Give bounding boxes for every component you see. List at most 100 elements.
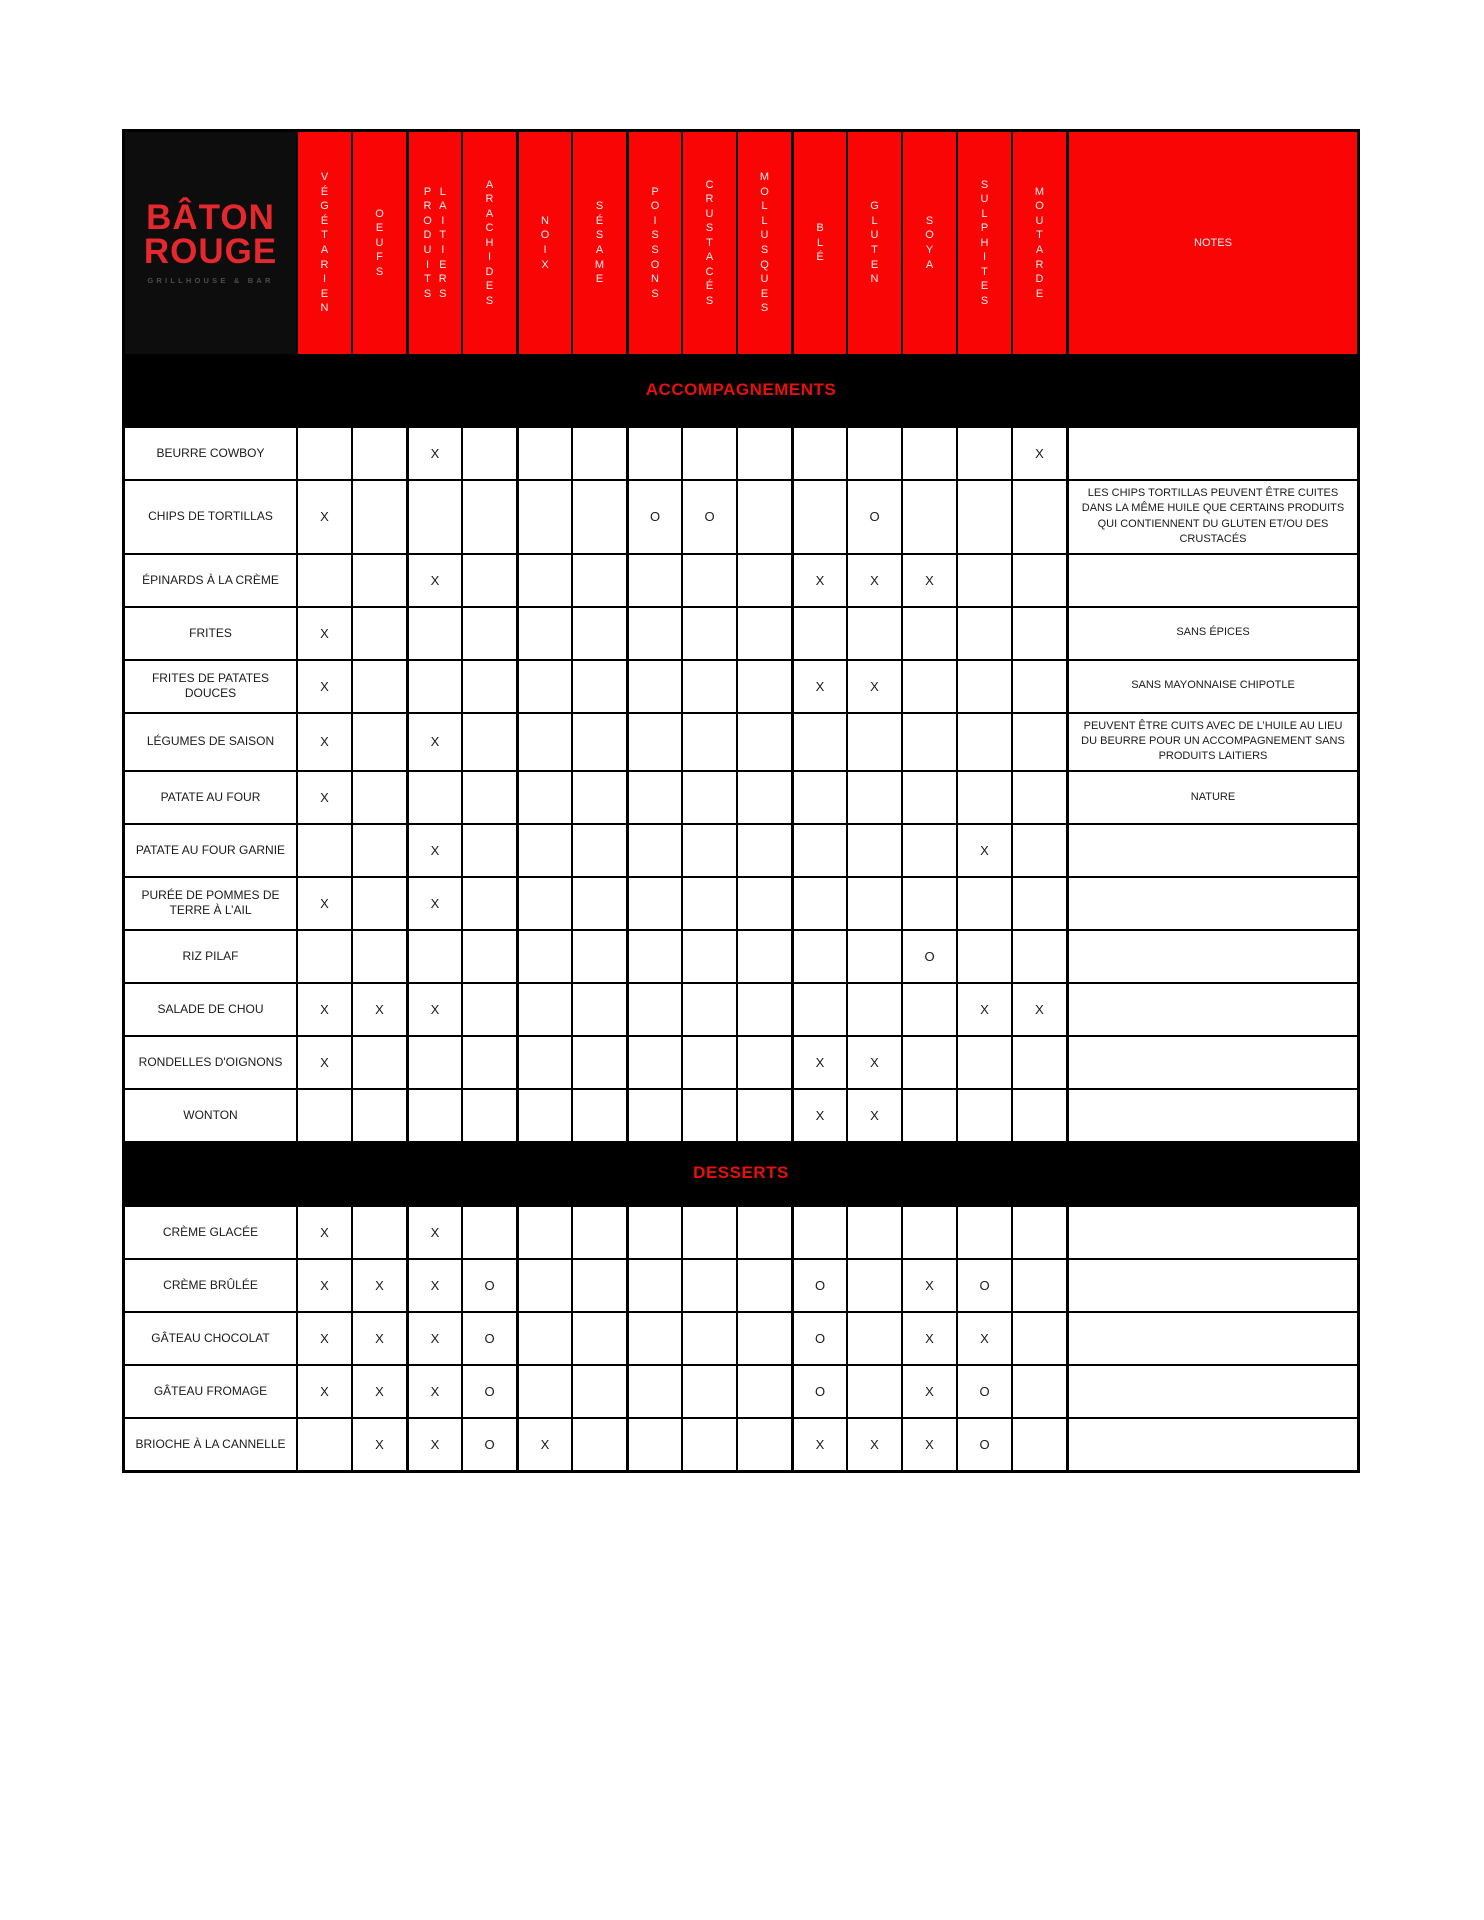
vertical-label: P O I S S O N S	[650, 185, 660, 300]
mark-cell-gluten: X	[846, 554, 901, 606]
mark-cell-crustac-s	[681, 1312, 736, 1364]
item-name-cell: PATATE AU FOUR GARNIE	[135, 842, 286, 857]
vertical-label: B L É	[816, 222, 824, 264]
note-cell: PEUVENT ÊTRE CUITS AVEC DE L’HUILE AU LI…	[1066, 713, 1357, 770]
mark-cell-soya	[901, 428, 956, 479]
note-cell	[1066, 824, 1357, 876]
mark-cell-s-same	[571, 1206, 626, 1258]
mark-cell-mollusques	[736, 824, 791, 876]
mark-cell-poissons	[626, 1206, 681, 1258]
vertical-label: N O I X	[540, 214, 550, 271]
mark-cell-sulphites: X	[956, 983, 1011, 1035]
column-header-mollusques: M O L L U S Q U E S	[736, 132, 791, 354]
mark-cell-produits-laitiers	[406, 1036, 461, 1088]
mark-cell-produits-laitiers	[406, 607, 461, 659]
vertical-label: M O U T A R D E	[1034, 185, 1045, 300]
mark-cell-mollusques	[736, 660, 791, 712]
mark-cell-oeufs: X	[351, 1365, 406, 1417]
mark-cell-noix	[516, 428, 571, 479]
mark-cell-mollusques	[736, 554, 791, 606]
mark-cell-gluten	[846, 713, 901, 770]
mark-cell-gluten	[846, 607, 901, 659]
column-header-gluten: G L U T E N	[846, 132, 901, 354]
mark-cell-poissons	[626, 1418, 681, 1470]
mark-cell-moutarde	[1011, 1089, 1066, 1141]
mark-cell-bl-	[791, 428, 846, 479]
note-cell	[1066, 428, 1357, 479]
mark-cell-mollusques	[736, 1365, 791, 1417]
mark-cell-oeufs	[351, 554, 406, 606]
mark-cell-bl-: O	[791, 1365, 846, 1417]
mark-cell-poissons	[626, 877, 681, 929]
mark-cell-soya	[901, 1089, 956, 1141]
mark-cell-crustac-s	[681, 554, 736, 606]
mark-cell-s-same	[571, 660, 626, 712]
section-title: DESSERTS	[693, 1162, 789, 1182]
mark-cell-v-g-tarien: X	[296, 983, 351, 1035]
vertical-label: P R O D U I T S	[423, 185, 432, 300]
mark-cell-noix	[516, 824, 571, 876]
mark-cell-sulphites	[956, 1089, 1011, 1141]
vertical-label: V É G É T A R I E N	[320, 171, 329, 315]
mark-cell-v-g-tarien: X	[296, 1036, 351, 1088]
mark-cell-v-g-tarien	[296, 824, 351, 876]
mark-cell-poissons	[626, 554, 681, 606]
allergen-table: BÂTON ROUGE GRILLHOUSE & BAR V É G É T A…	[122, 129, 1360, 1473]
mark-cell-crustac-s	[681, 1418, 736, 1470]
mark-cell-crustac-s	[681, 1365, 736, 1417]
mark-cell-mollusques	[736, 983, 791, 1035]
mark-cell-mollusques	[736, 771, 791, 823]
column-header-s-same: S É S A M E	[571, 132, 626, 354]
mark-cell-v-g-tarien: X	[296, 877, 351, 929]
table-row: FRITES X SANS ÉPICES	[125, 605, 1357, 659]
mark-cell-moutarde	[1011, 1365, 1066, 1417]
notes-column-header: NOTES	[1066, 132, 1357, 354]
mark-cell-oeufs	[351, 824, 406, 876]
mark-cell-mollusques	[736, 428, 791, 479]
mark-cell-crustac-s	[681, 824, 736, 876]
mark-cell-v-g-tarien: X	[296, 771, 351, 823]
mark-cell-bl-: X	[791, 554, 846, 606]
note-cell	[1066, 1259, 1357, 1311]
mark-cell-produits-laitiers	[406, 930, 461, 982]
mark-cell-soya: X	[901, 1312, 956, 1364]
note-cell: NATURE	[1066, 771, 1357, 823]
item-name-cell: SALADE DE CHOU	[157, 1001, 264, 1016]
mark-cell-soya	[901, 824, 956, 876]
mark-cell-produits-laitiers: X	[406, 983, 461, 1035]
mark-cell-produits-laitiers: X	[406, 428, 461, 479]
mark-cell-bl-: O	[791, 1259, 846, 1311]
mark-cell-moutarde	[1011, 824, 1066, 876]
table-row: SALADE DE CHOU X X X X X	[125, 981, 1357, 1035]
mark-cell-gluten: O	[846, 481, 901, 553]
mark-cell-sulphites: O	[956, 1259, 1011, 1311]
mark-cell-crustac-s	[681, 713, 736, 770]
mark-cell-crustac-s	[681, 660, 736, 712]
mark-cell-bl-	[791, 877, 846, 929]
table-body: ACCOMPAGNEMENTS BEURRE COWBOY X X CHIPS DE T…	[125, 354, 1357, 1470]
mark-cell-bl-: X	[791, 1036, 846, 1088]
mark-cell-oeufs	[351, 1036, 406, 1088]
mark-cell-crustac-s	[681, 428, 736, 479]
table-row: ÉPINARDS À LA CRÈME X X X X	[125, 552, 1357, 606]
mark-cell-v-g-tarien	[296, 1418, 351, 1470]
mark-cell-crustac-s	[681, 1089, 736, 1141]
vertical-label: C R U S T A C É S	[705, 178, 714, 307]
item-name-cell: RIZ PILAF	[182, 948, 239, 963]
mark-cell-poissons	[626, 1312, 681, 1364]
mark-cell-moutarde	[1011, 877, 1066, 929]
mark-cell-poissons	[626, 660, 681, 712]
mark-cell-v-g-tarien: X	[296, 1365, 351, 1417]
column-header-noix: N O I X	[516, 132, 571, 354]
mark-cell-bl-: X	[791, 1089, 846, 1141]
mark-cell-moutarde: X	[1011, 428, 1066, 479]
mark-cell-oeufs	[351, 660, 406, 712]
mark-cell-mollusques	[736, 1206, 791, 1258]
mark-cell-bl-	[791, 481, 846, 553]
mark-cell-moutarde	[1011, 1312, 1066, 1364]
mark-cell-oeufs	[351, 607, 406, 659]
mark-cell-noix	[516, 660, 571, 712]
mark-cell-s-same	[571, 1259, 626, 1311]
mark-cell-poissons	[626, 1089, 681, 1141]
